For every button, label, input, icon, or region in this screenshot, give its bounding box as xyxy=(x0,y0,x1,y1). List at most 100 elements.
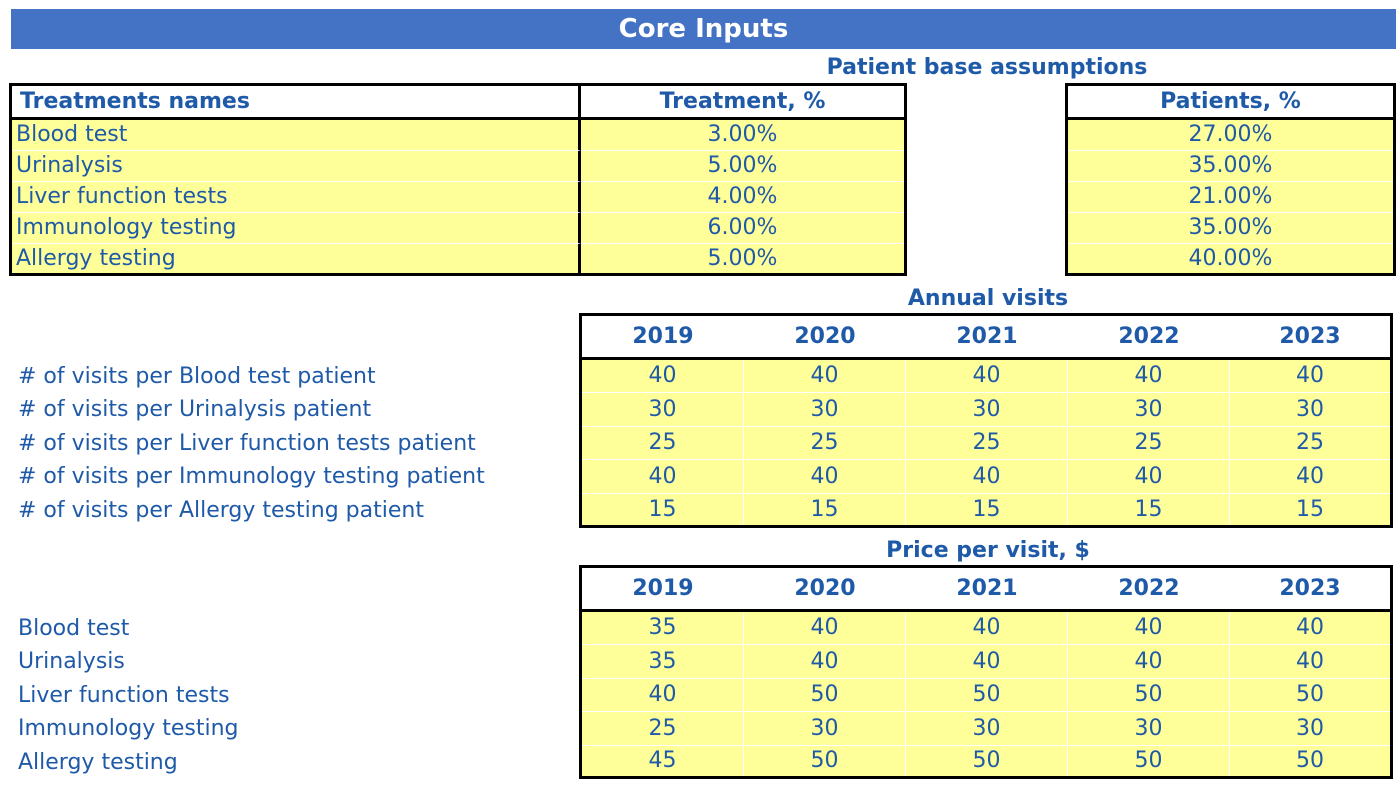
price-cell[interactable]: 40 xyxy=(906,612,1068,645)
price-cell[interactable]: 50 xyxy=(744,746,906,776)
visits-cell[interactable]: 15 xyxy=(1230,494,1390,525)
visits-cell[interactable]: 40 xyxy=(1230,360,1390,393)
visits-row-label: # of visits per Blood test patient xyxy=(18,363,376,389)
treatment-name-cell[interactable]: Liver function tests xyxy=(12,182,581,213)
treatment-pct-cell[interactable]: 6.00% xyxy=(581,213,904,244)
treatment-name-cell[interactable]: Urinalysis xyxy=(12,151,581,182)
table-row: 45 50 50 50 50 xyxy=(582,746,1390,776)
year-header: 2022 xyxy=(1068,568,1230,609)
price-cell[interactable]: 50 xyxy=(1230,746,1390,776)
price-cell[interactable]: 45 xyxy=(582,746,744,776)
visits-cell[interactable]: 30 xyxy=(1230,393,1390,427)
price-cell[interactable]: 40 xyxy=(744,645,906,679)
price-cell[interactable]: 35 xyxy=(582,612,744,645)
patients-pct-cell[interactable]: 35.00% xyxy=(1068,213,1393,244)
year-header: 2022 xyxy=(1068,316,1230,357)
patients-table: Patients, % 27.00% 35.00% 21.00% 35.00% … xyxy=(1065,83,1396,276)
price-cell[interactable]: 40 xyxy=(1230,612,1390,645)
price-row-label: Liver function tests xyxy=(18,682,230,708)
annual-visits-title: Annual visits xyxy=(907,286,1069,311)
table-row: Blood test 3.00% xyxy=(12,120,904,151)
price-cell[interactable]: 40 xyxy=(1068,645,1230,679)
visits-cell[interactable]: 30 xyxy=(744,393,906,427)
table-row: 35 40 40 40 40 xyxy=(582,645,1390,679)
year-header: 2020 xyxy=(744,568,906,609)
year-header: 2019 xyxy=(582,316,744,357)
table-row: 25 25 25 25 25 xyxy=(582,427,1390,460)
treatment-name-cell[interactable]: Allergy testing xyxy=(12,244,581,273)
visits-cell[interactable]: 25 xyxy=(1068,427,1230,460)
treatment-pct-cell[interactable]: 5.00% xyxy=(581,151,904,182)
treatment-pct-cell[interactable]: 5.00% xyxy=(581,244,904,273)
price-cell[interactable]: 40 xyxy=(1068,612,1230,645)
price-cell[interactable]: 30 xyxy=(1068,712,1230,746)
patients-pct-cell[interactable]: 35.00% xyxy=(1068,151,1393,182)
visits-row-label: # of visits per Immunology testing patie… xyxy=(18,464,485,489)
patients-pct-cell[interactable]: 40.00% xyxy=(1068,244,1393,273)
table-row: 40 40 40 40 40 xyxy=(582,360,1390,393)
visits-cell[interactable]: 25 xyxy=(582,427,744,460)
visits-cell[interactable]: 25 xyxy=(744,427,906,460)
price-cell[interactable]: 50 xyxy=(744,679,906,712)
visits-cell[interactable]: 40 xyxy=(744,360,906,393)
visits-cell[interactable]: 40 xyxy=(1068,460,1230,494)
visits-cell[interactable]: 30 xyxy=(582,393,744,427)
price-cell[interactable]: 50 xyxy=(906,746,1068,776)
visits-cell[interactable]: 40 xyxy=(1230,460,1390,494)
visits-cell[interactable]: 40 xyxy=(582,360,744,393)
price-cell[interactable]: 30 xyxy=(744,712,906,746)
visits-cell[interactable]: 40 xyxy=(906,460,1068,494)
treatment-pct-cell[interactable]: 4.00% xyxy=(581,182,904,213)
visits-cell[interactable]: 15 xyxy=(906,494,1068,525)
visits-row-label: # of visits per Urinalysis patient xyxy=(18,397,372,422)
price-cell[interactable]: 50 xyxy=(1068,679,1230,712)
year-header: 2019 xyxy=(582,568,744,609)
table-row: Urinalysis 5.00% xyxy=(12,151,904,182)
table-row: Liver function tests 4.00% xyxy=(12,182,904,213)
price-cell[interactable]: 35 xyxy=(582,645,744,679)
price-cell[interactable]: 30 xyxy=(1230,712,1390,746)
visits-cell[interactable]: 30 xyxy=(1068,393,1230,427)
table-row: 25 30 30 30 30 xyxy=(582,712,1390,746)
annual-visits-table: 2019 2020 2021 2022 2023 40 40 40 40 40 … xyxy=(579,313,1393,528)
visits-cell[interactable]: 40 xyxy=(744,460,906,494)
price-cell[interactable]: 40 xyxy=(744,612,906,645)
visits-cell[interactable]: 25 xyxy=(906,427,1068,460)
year-header: 2020 xyxy=(744,316,906,357)
annual-visits-labels: # of visits per Blood test patient # of … xyxy=(18,360,578,528)
header-patients-pct: Patients, % xyxy=(1068,86,1393,120)
visits-cell[interactable]: 40 xyxy=(1068,360,1230,393)
price-cell[interactable]: 40 xyxy=(906,645,1068,679)
price-row-label: Blood test xyxy=(18,615,130,641)
visits-cell[interactable]: 15 xyxy=(744,494,906,525)
price-labels: Blood test Urinalysis Liver function tes… xyxy=(18,612,578,780)
price-per-visit-table: 2019 2020 2021 2022 2023 35 40 40 40 40 … xyxy=(579,565,1393,779)
price-row-label: Allergy testing xyxy=(18,749,178,775)
table-row: 30 30 30 30 30 xyxy=(582,393,1390,427)
year-header: 2021 xyxy=(906,568,1068,609)
price-cell[interactable]: 50 xyxy=(1230,679,1390,712)
visits-row-label: # of visits per Allergy testing patient xyxy=(18,497,424,523)
visits-cell[interactable]: 15 xyxy=(1068,494,1230,525)
visits-cell[interactable]: 30 xyxy=(906,393,1068,427)
visits-cell[interactable]: 15 xyxy=(582,494,744,525)
price-cell[interactable]: 25 xyxy=(582,712,744,746)
visits-row-label: # of visits per Liver function tests pat… xyxy=(18,430,476,456)
price-cell[interactable]: 40 xyxy=(582,679,744,712)
treatment-name-cell[interactable]: Immunology testing xyxy=(12,213,581,244)
patients-pct-cell[interactable]: 27.00% xyxy=(1068,120,1393,151)
patients-pct-cell[interactable]: 21.00% xyxy=(1068,182,1393,213)
price-cell[interactable]: 40 xyxy=(1230,645,1390,679)
treatment-name-cell[interactable]: Blood test xyxy=(12,120,581,151)
price-cell[interactable]: 30 xyxy=(906,712,1068,746)
visits-cell[interactable]: 25 xyxy=(1230,427,1390,460)
table-row: Allergy testing 5.00% xyxy=(12,244,904,273)
visits-cell[interactable]: 40 xyxy=(906,360,1068,393)
treatment-pct-cell[interactable]: 3.00% xyxy=(581,120,904,151)
visits-cell[interactable]: 40 xyxy=(582,460,744,494)
price-cell[interactable]: 50 xyxy=(1068,746,1230,776)
header-treatment-pct: Treatment, % xyxy=(581,86,904,117)
price-cell[interactable]: 50 xyxy=(906,679,1068,712)
page-title: Core Inputs xyxy=(11,9,1396,49)
price-per-visit-title: Price per visit, $ xyxy=(886,538,1090,563)
